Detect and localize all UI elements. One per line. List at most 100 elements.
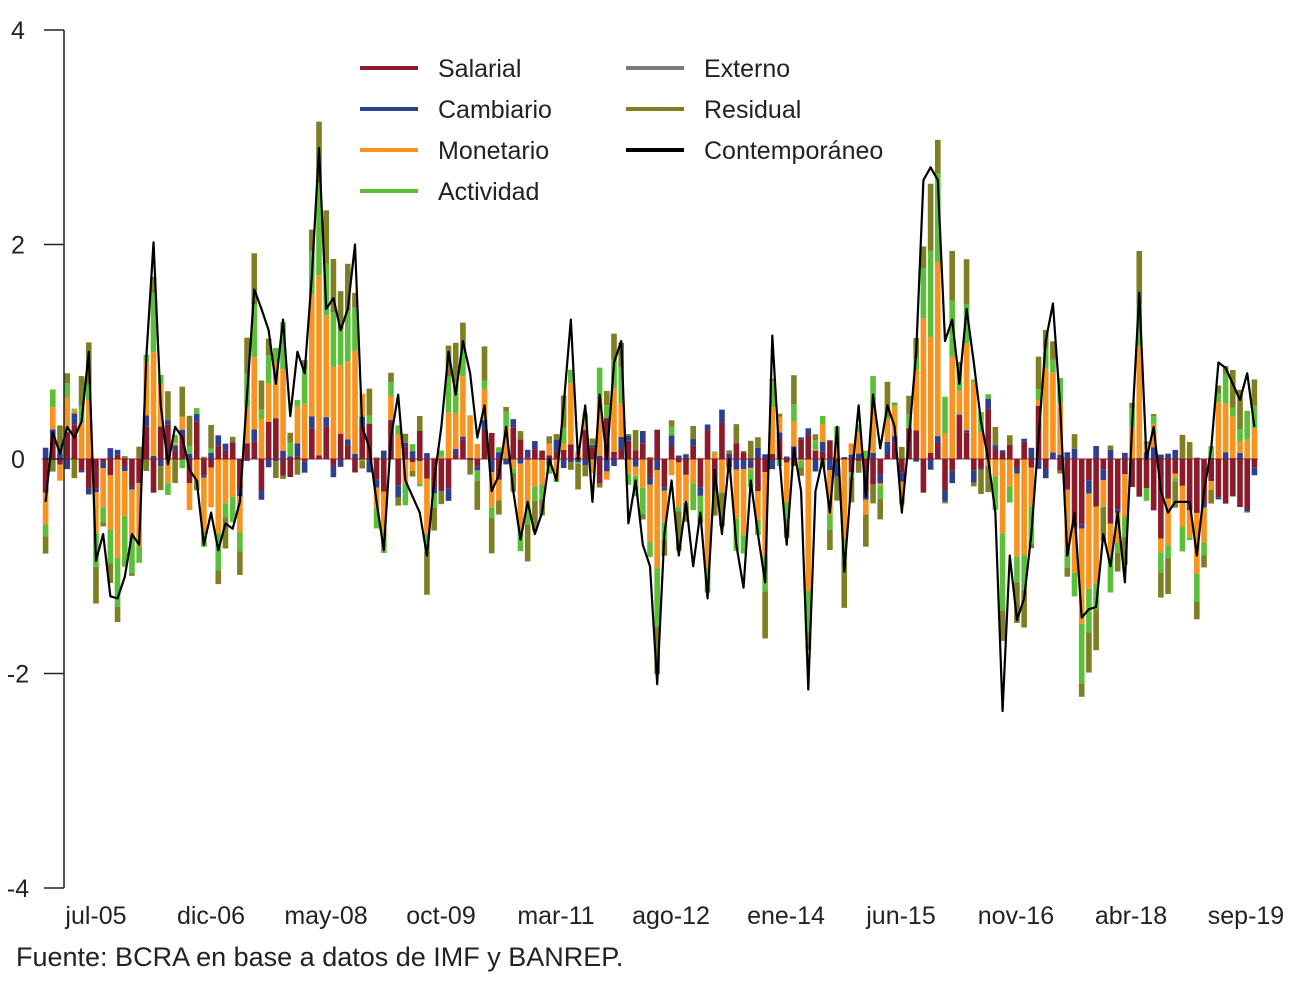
bar-segment-monetario [215, 459, 222, 534]
bar-segment-actividad [337, 329, 344, 366]
bar-segment-residual [762, 591, 768, 639]
bar-segment-residual [517, 431, 524, 440]
bar-segment-cambiario [380, 450, 387, 459]
bar-segment-salarial [1222, 459, 1229, 504]
bar-segment-cambiario [604, 459, 610, 472]
bar-segment-cambiario [294, 443, 301, 457]
bar-segment-monetario [524, 459, 531, 507]
bar-segment-residual [460, 322, 466, 350]
bar-segment-monetario [193, 459, 200, 481]
bar-segment-residual [1122, 536, 1128, 565]
bar-segment-residual [150, 276, 157, 293]
bar-segment-actividad [668, 426, 675, 436]
bar-segment-monetario [762, 472, 768, 557]
chart-canvas: 4 2 0 -2 -4 jul-05 dic-06 may-08 oct-09 mar-11 ag… [7, 17, 1284, 930]
bar-segment-residual [244, 337, 250, 374]
bar-segment-actividad [85, 384, 92, 401]
bar-segment-salarial [604, 418, 610, 459]
bar-segment-salarial [150, 459, 157, 493]
bar-segment-residual [402, 433, 409, 443]
bar-segment-actividad [157, 374, 164, 384]
bar-segment-cambiario [1244, 508, 1251, 512]
bar-segment-cambiario [78, 470, 85, 473]
bar-segment-residual [222, 517, 229, 549]
bar-segment-salarial [740, 452, 747, 459]
bar-segment-salarial [517, 439, 524, 459]
bar-segment-salarial [877, 459, 884, 475]
x-tick-label: oct-09 [406, 902, 475, 930]
bar-segment-cambiario [1100, 469, 1107, 481]
bar-segment-monetario [848, 443, 855, 455]
bar-segment-monetario [265, 383, 272, 422]
bar-segment-salarial [165, 424, 171, 459]
bar-segment-cambiario [64, 459, 70, 470]
bar-segment-salarial [71, 424, 78, 459]
bar-segment-monetario [1021, 459, 1027, 556]
bar-segment-residual [747, 440, 754, 459]
bar-segment-cambiario [956, 414, 963, 417]
bar-segment-salarial [1042, 459, 1049, 469]
bar-segment-cambiario [611, 459, 617, 466]
bar-segment-residual [1179, 434, 1186, 459]
bar-segment-cambiario [438, 490, 445, 492]
bar-segment-monetario [1165, 498, 1171, 546]
bar-segment-monetario [920, 318, 927, 459]
bar-segment-cambiario [747, 460, 754, 468]
bar-segment-residual [683, 502, 689, 522]
bar-segment-actividad [1078, 623, 1085, 684]
legend-label-contemporaneo: Contemporáneo [704, 137, 883, 165]
bar-segment-salarial [258, 459, 265, 490]
bar-segment-actividad [409, 444, 416, 452]
bar-segment-residual [107, 563, 114, 583]
bar-segment-monetario [877, 483, 884, 486]
bar-segment-actividad [1179, 526, 1186, 552]
bar-segment-monetario [201, 477, 207, 532]
bar-segment-monetario [1122, 474, 1128, 517]
bar-segment-monetario [949, 356, 956, 459]
bar-segment-monetario [783, 462, 790, 503]
bar-segment-salarial [978, 459, 984, 469]
bar-segment-monetario [632, 466, 639, 476]
bar-segment-actividad [1230, 407, 1236, 417]
bar-segment-monetario [611, 388, 617, 452]
bar-segment-cambiario [150, 455, 157, 459]
bar-segment-actividad [697, 495, 704, 517]
bar-segment-residual [827, 530, 833, 550]
bar-segment-monetario [870, 407, 876, 453]
bar-segment-cambiario [675, 455, 682, 459]
bar-segment-salarial [294, 456, 301, 459]
bar-segment-monetario [539, 460, 545, 485]
bar-segment-actividad [769, 380, 776, 408]
bar-segment-monetario [855, 432, 862, 454]
bar-segment-monetario [827, 470, 833, 515]
bar-segment-salarial [64, 432, 70, 459]
bar-segment-residual [49, 459, 56, 472]
bar-segment-salarial [366, 423, 373, 459]
bar-segment-actividad [870, 376, 876, 408]
bar-segment-actividad [524, 506, 531, 525]
bar-segment-monetario [273, 362, 279, 419]
bar-segment-salarial [1244, 459, 1251, 509]
bar-segment-salarial [330, 459, 337, 466]
bar-segment-residual [999, 610, 1006, 641]
bar-segment-cambiario [445, 488, 452, 501]
bar-segment-actividad [791, 404, 797, 422]
bar-segment-cambiario [949, 470, 956, 484]
bar-segment-actividad [510, 468, 517, 474]
bar-segment-actividad [64, 383, 70, 397]
y-tick-label: 4 [11, 17, 25, 45]
bar-segment-actividad [301, 369, 308, 404]
bar-segment-residual [503, 406, 509, 412]
bar-segment-monetario [675, 462, 682, 508]
bar-segment-monetario [553, 459, 560, 479]
bar-segment-salarial [193, 421, 200, 459]
bar-segment-monetario [978, 432, 984, 459]
bar-segment-residual [1021, 589, 1027, 628]
bar-segment-monetario [1078, 528, 1085, 624]
bar-segment-residual [1215, 385, 1222, 394]
bar-segment-residual [359, 460, 365, 469]
bar-segment-cambiario [812, 459, 819, 472]
bar-segment-salarial [301, 459, 308, 462]
bar-segment-actividad [683, 453, 689, 455]
bar-segment-cambiario [654, 459, 660, 471]
